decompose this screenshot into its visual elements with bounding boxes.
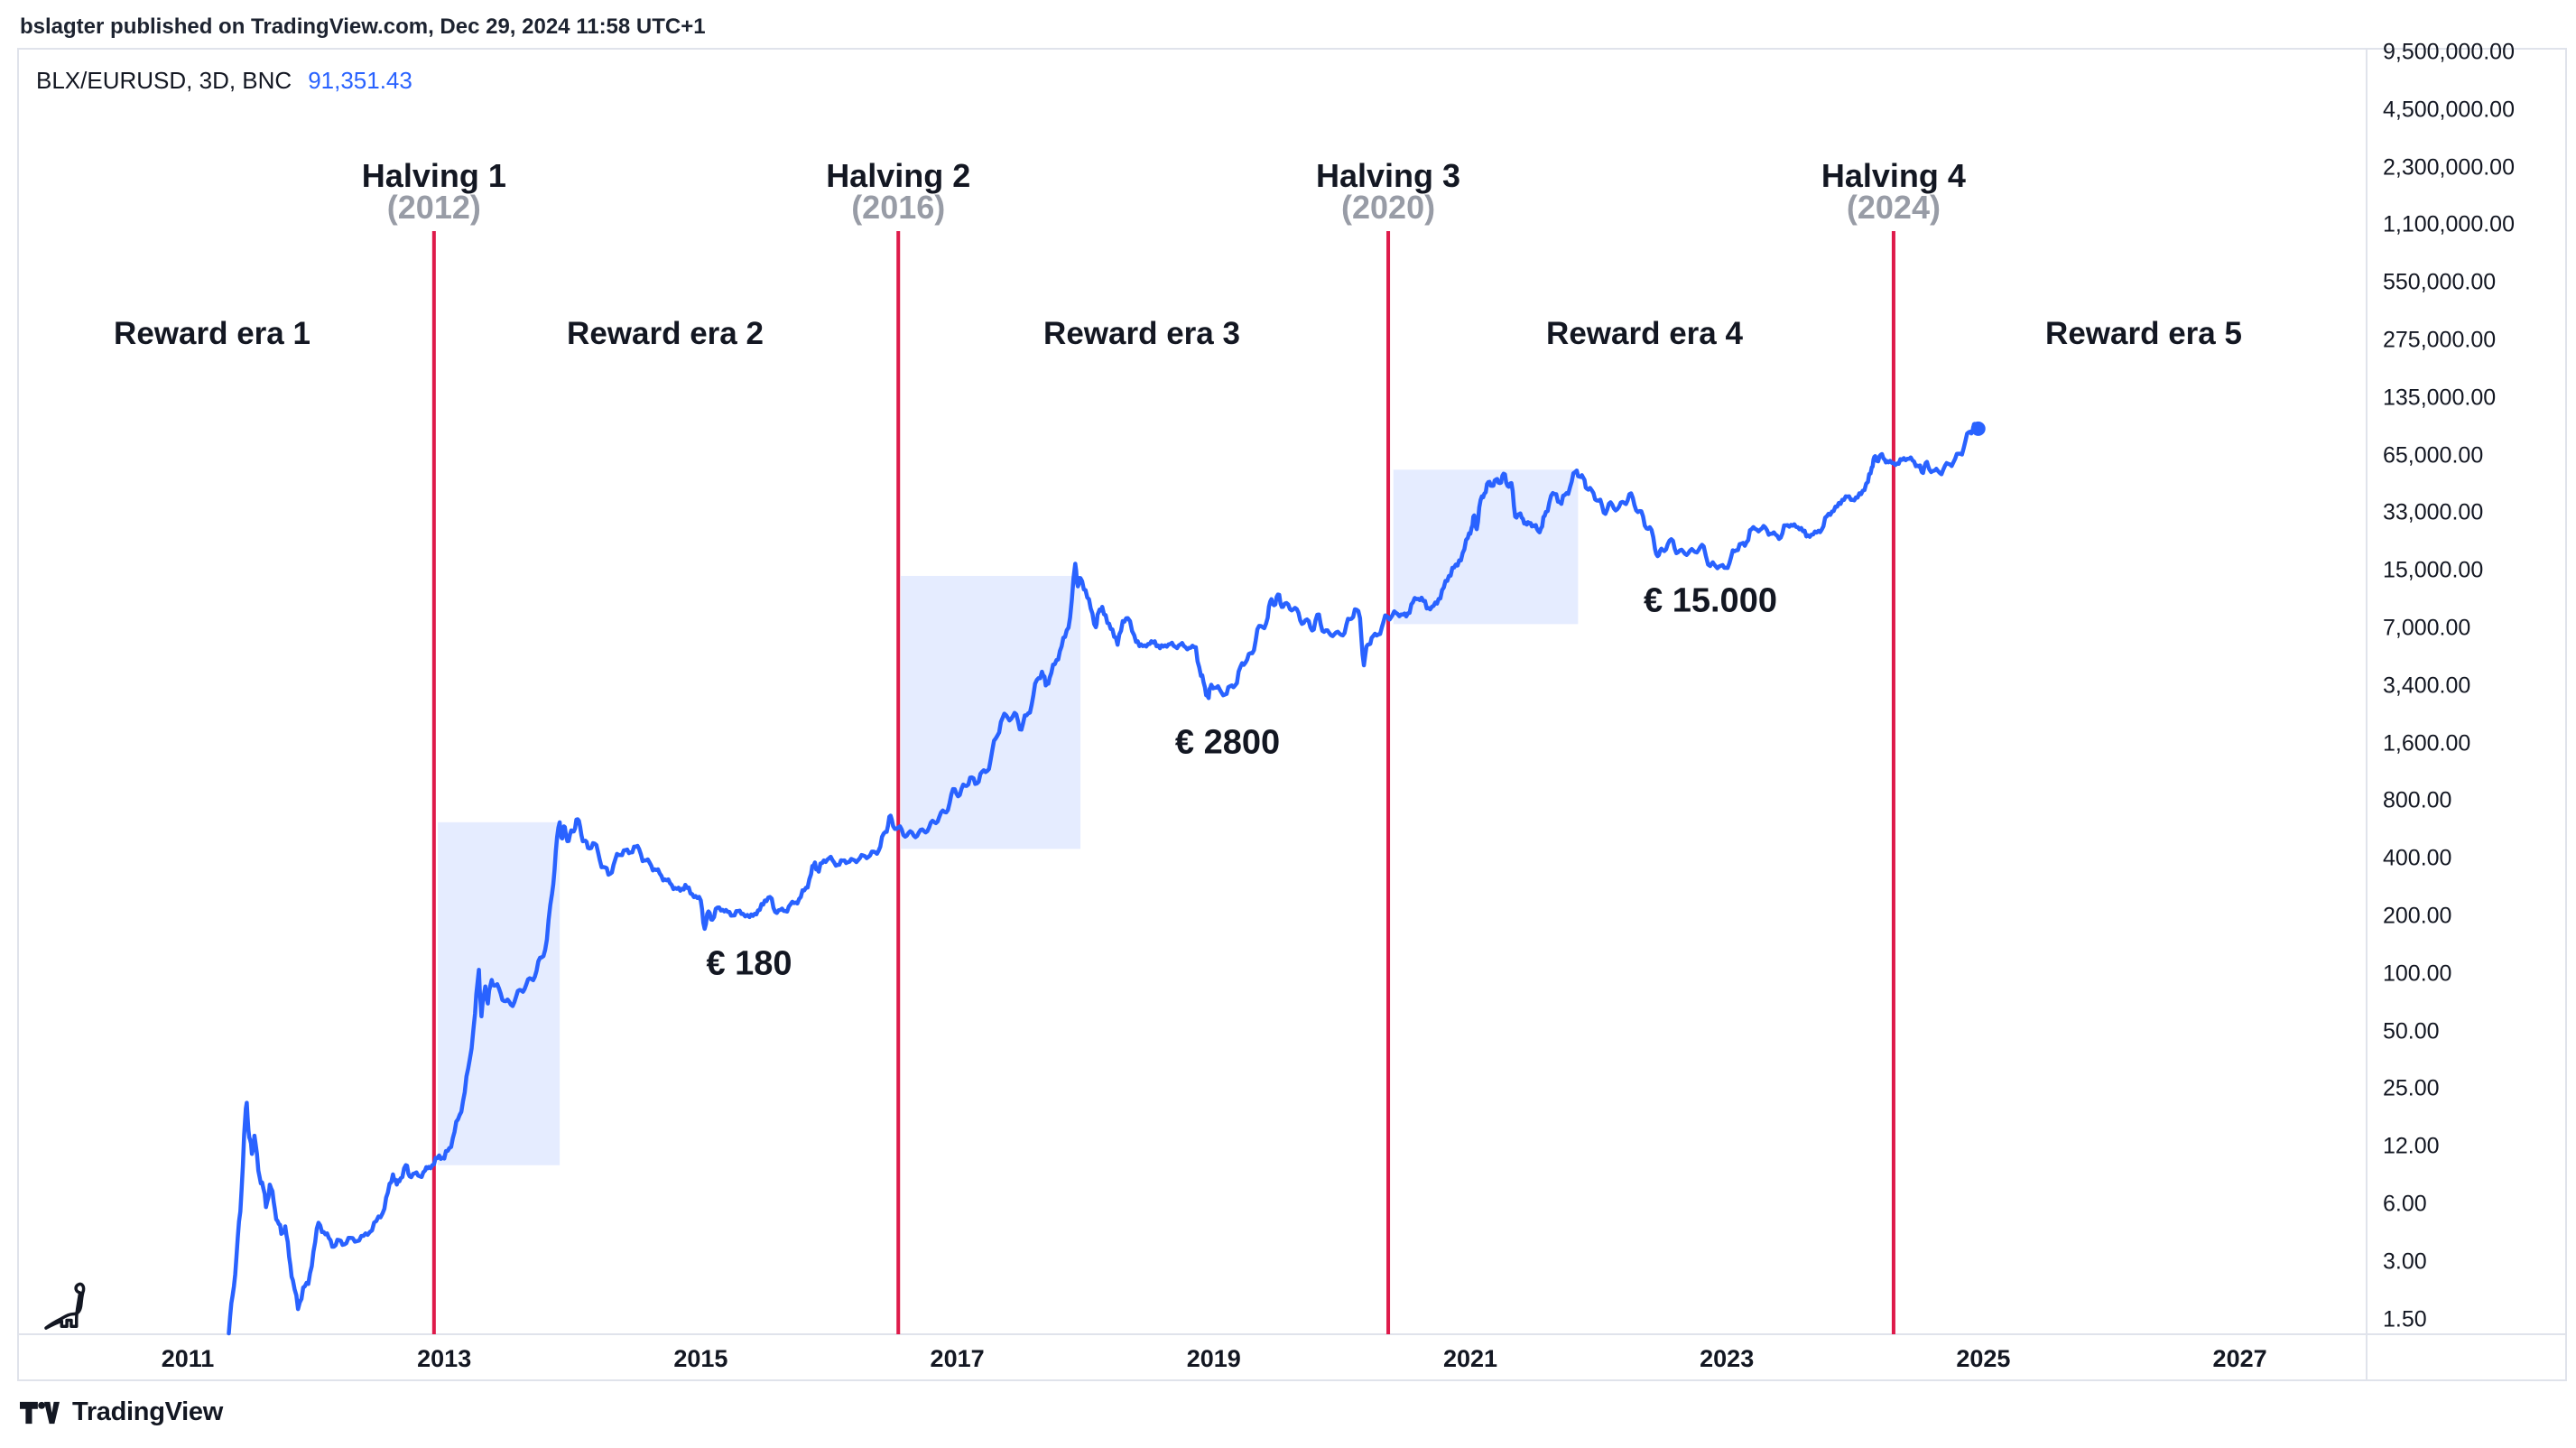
era-label: Reward era 1	[114, 316, 310, 351]
y-axis-tick: 1,600.00	[2383, 730, 2471, 756]
era-label: Reward era 4	[1546, 316, 1743, 351]
x-axis-tick: 2013	[417, 1345, 472, 1372]
halving-year: (2016)	[851, 189, 946, 226]
halving-title: Halving 1	[361, 157, 506, 194]
x-axis-tick: 2019	[1186, 1345, 1241, 1372]
x-axis-tick: 2011	[161, 1345, 215, 1372]
price-annotation: € 15.000	[1644, 581, 1777, 620]
y-axis-tick: 25.00	[2383, 1075, 2440, 1101]
era-label: Reward era 3	[1043, 316, 1240, 351]
x-axis-tick: 2021	[1442, 1345, 1498, 1372]
y-axis-tick: 15,000.00	[2383, 557, 2484, 583]
tradingview-logo-icon	[20, 1401, 60, 1424]
y-axis-tick: 2,300,000.00	[2383, 154, 2515, 181]
symbol-title: BLX/EURUSD, 3D, BNC	[36, 67, 292, 94]
y-axis-tick: 100.00	[2383, 961, 2452, 987]
y-axis-tick: 1.50	[2383, 1306, 2427, 1332]
x-axis-tick: 2023	[1700, 1345, 1755, 1372]
era-label: Reward era 2	[567, 316, 764, 351]
y-axis-tick: 6.00	[2383, 1191, 2427, 1217]
y-axis-tick: 4,500,000.00	[2383, 97, 2515, 123]
halving-year: (2024)	[1846, 189, 1941, 226]
halving-year: (2020)	[1341, 189, 1436, 226]
y-axis-tick: 275,000.00	[2383, 327, 2497, 353]
y-axis-tick: 33,000.00	[2383, 499, 2484, 525]
era-highlight-box	[901, 575, 1081, 849]
last-price-dot	[1970, 421, 1986, 436]
halving-title: Halving 2	[826, 157, 971, 194]
x-axis-tick: 2017	[930, 1345, 985, 1372]
y-axis-tick: 65,000.00	[2383, 442, 2484, 469]
y-axis-tick: 12.00	[2383, 1133, 2440, 1159]
tradingview-wordmark: TradingView	[72, 1397, 223, 1426]
era-label: Reward era 5	[2045, 316, 2242, 351]
attribution-text: bslagter published on TradingView.com, D…	[20, 14, 706, 39]
dinosaur-icon	[44, 1282, 86, 1330]
x-axis-tick: 2015	[673, 1345, 728, 1372]
chart-frame	[17, 48, 2567, 1381]
y-axis-tick: 200.00	[2383, 903, 2452, 929]
last-price-value: 91,351.43	[308, 67, 412, 94]
y-axis-tick: 550,000.00	[2383, 269, 2497, 295]
y-axis-tick: 3,400.00	[2383, 673, 2471, 699]
halving-title: Halving 3	[1316, 157, 1461, 194]
price-annotation: € 180	[706, 944, 792, 983]
y-axis-tick: 800.00	[2383, 787, 2452, 813]
x-axis-tick: 2027	[2212, 1345, 2267, 1372]
price-axis-separator	[2366, 48, 2368, 1381]
halving-year: (2012)	[386, 189, 481, 226]
time-axis-separator	[17, 1333, 2567, 1335]
y-axis-tick: 135,000.00	[2383, 385, 2497, 411]
halving-title: Halving 4	[1821, 157, 1966, 194]
y-axis-tick: 3.00	[2383, 1248, 2427, 1275]
price-line	[227, 422, 1980, 1336]
x-axis-tick: 2025	[1956, 1345, 2011, 1372]
y-axis-tick: 7,000.00	[2383, 615, 2471, 641]
y-axis-tick: 50.00	[2383, 1018, 2440, 1044]
y-axis-tick: 1,100,000.00	[2383, 211, 2515, 237]
symbol-legend: BLX/EURUSD, 3D, BNC 91,351.43	[36, 67, 412, 95]
price-annotation: € 2800	[1174, 723, 1281, 762]
footer-branding: TradingView	[20, 1397, 223, 1427]
y-axis-tick: 400.00	[2383, 845, 2452, 871]
y-axis-tick: 9,500,000.00	[2383, 39, 2515, 65]
